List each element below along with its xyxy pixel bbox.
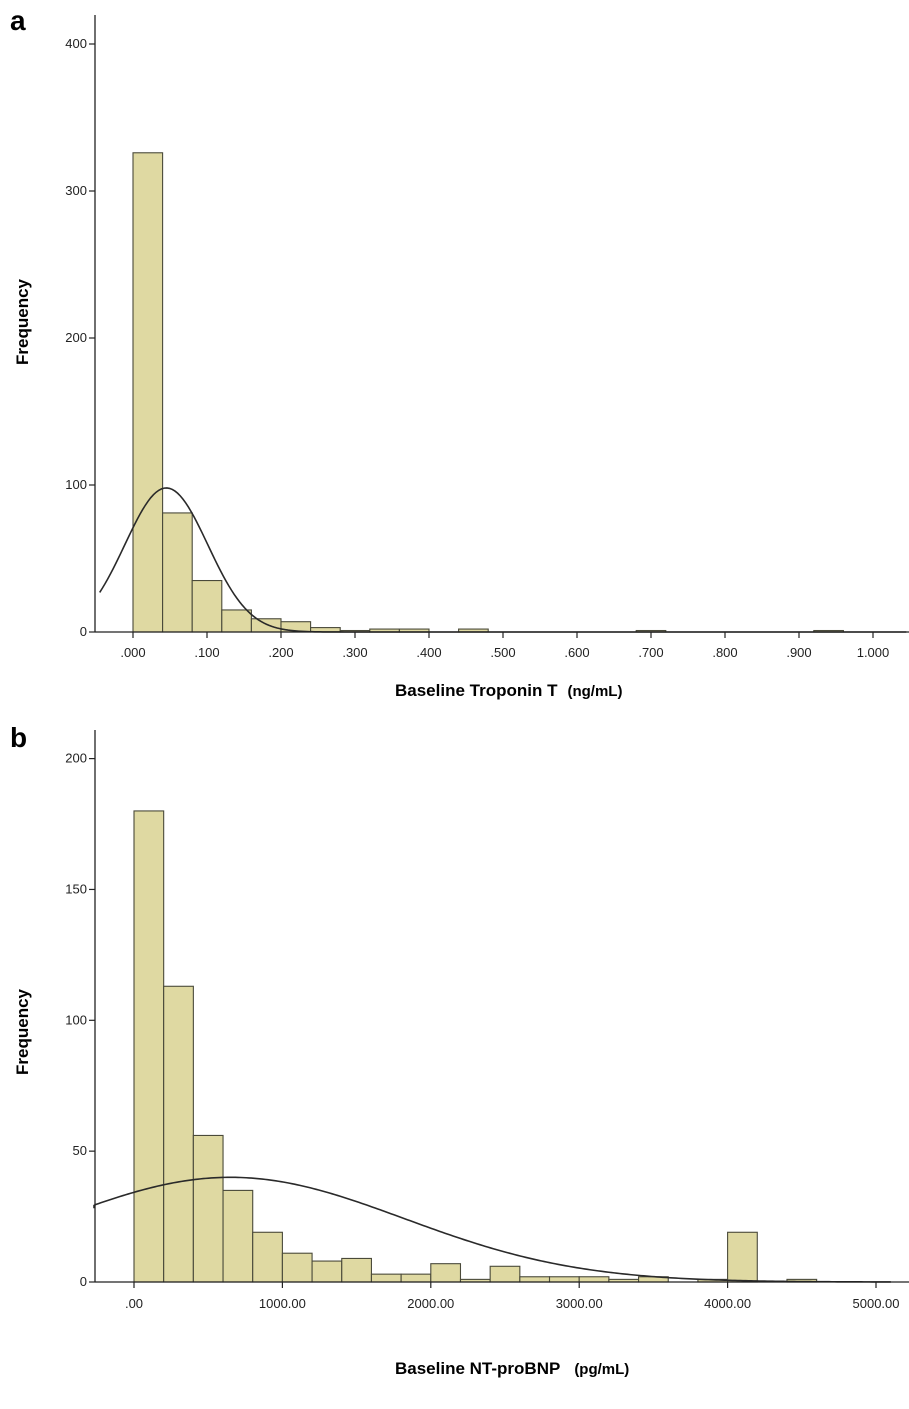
histogram-bar (252, 1231, 283, 1283)
x-tick-label: 2000.00 (407, 1296, 454, 1311)
x-tick-label: .100 (194, 645, 219, 660)
x-tick-label: .400 (416, 645, 441, 660)
x-tick-label: .200 (268, 645, 293, 660)
x-tick-label: .700 (638, 645, 663, 660)
y-tick-label: 200 (65, 330, 87, 345)
x-tick-label: 5000.00 (853, 1296, 900, 1311)
x-tick-label: 3000.00 (556, 1296, 603, 1311)
histogram-bar (430, 1263, 462, 1283)
bars (132, 152, 844, 633)
histogram-bar (548, 1276, 580, 1283)
normal-curve (93, 1176, 891, 1283)
histogram-bar (162, 512, 193, 633)
histogram-bar (578, 1276, 610, 1283)
x-axis-title: Baseline NT-proBNP (395, 1359, 560, 1378)
x-tick-label: .600 (564, 645, 589, 660)
histogram-bar (727, 1231, 758, 1283)
histogram-bar (519, 1276, 551, 1283)
x-tick-label: .300 (342, 645, 367, 660)
histogram-bar (311, 1260, 343, 1283)
y-axis-title: Frequency (13, 278, 32, 365)
bars (133, 810, 818, 1283)
panel-b-histogram: b 0 50 100 150 200 .00 1000.00 2000.00 3000.00 400… (10, 722, 909, 1378)
histogram-bar (192, 1134, 224, 1283)
y-tick-label: 0 (80, 1274, 87, 1289)
x-tick-label: 4000.00 (704, 1296, 751, 1311)
histogram-bar (163, 985, 194, 1283)
y-axis-title: Frequency (13, 988, 32, 1075)
histogram-bar (191, 579, 223, 633)
panel-letter: a (10, 5, 26, 36)
histogram-bar (133, 810, 165, 1283)
panel-letter: b (10, 722, 27, 753)
x-tick-label: 1000.00 (259, 1296, 306, 1311)
x-tick-label: .000 (120, 645, 145, 660)
y-tick-label: 200 (65, 751, 87, 766)
histogram-bar (400, 1273, 432, 1283)
histogram-bar (281, 1252, 313, 1283)
histogram-bar (132, 152, 164, 633)
x-tick-label: .00 (125, 1296, 143, 1311)
y-tick-label: 100 (65, 477, 87, 492)
y-tick-label: 300 (65, 183, 87, 198)
histogram-bar (250, 618, 282, 633)
y-tick-label: 400 (65, 36, 87, 51)
y-tick-label: 150 (65, 881, 87, 896)
y-tick-label: 50 (73, 1143, 87, 1158)
panel-a-histogram: a 0 100 200 300 400 .000 .100 .200 .300 .400 .500 .6… (10, 5, 909, 700)
x-tick-label: .800 (712, 645, 737, 660)
y-tick-label: 100 (65, 1012, 87, 1027)
histogram-bar (370, 1273, 402, 1283)
histogram-bar (341, 1257, 372, 1283)
x-axis-unit: (ng/mL) (567, 683, 622, 700)
histogram-bar (489, 1265, 521, 1283)
x-tick-label: 1.000 (857, 645, 890, 660)
y-tick-label: 0 (80, 624, 87, 639)
x-axis-title: Baseline Troponin T (395, 681, 558, 700)
x-tick-label: .500 (490, 645, 515, 660)
x-tick-label: .900 (786, 645, 811, 660)
histogram-bar (221, 609, 252, 633)
x-axis-unit: (pg/mL) (574, 1361, 629, 1378)
histogram-bar (222, 1189, 254, 1283)
